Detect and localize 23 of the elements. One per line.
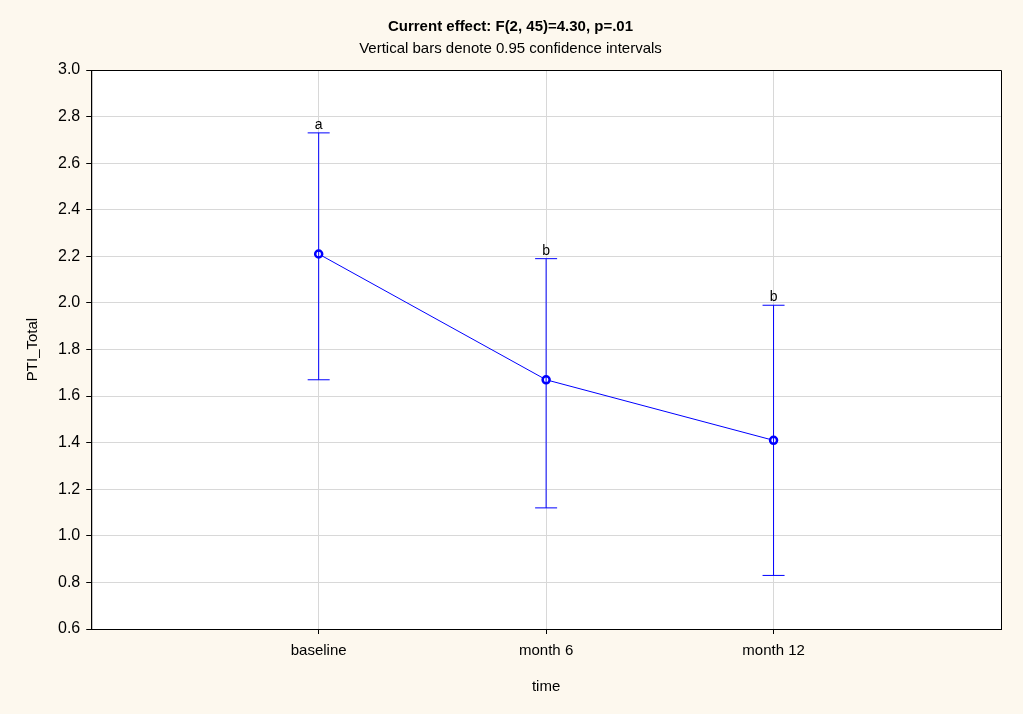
- annotation: b: [769, 288, 778, 305]
- y-tick-label: 0.6: [57, 619, 81, 637]
- y-tick-label: 2.8: [57, 106, 81, 124]
- y-tick-label: 2.4: [57, 200, 81, 218]
- y-tick-label: 1.8: [57, 339, 81, 357]
- x-tick-label: month 12: [742, 641, 805, 659]
- x-axis-title: time: [531, 677, 561, 695]
- annotation: b: [542, 241, 551, 258]
- y-tick-label: 1.0: [57, 526, 81, 544]
- y-tick-label: 2.6: [57, 153, 81, 171]
- y-tick-label: 2.0: [57, 293, 81, 311]
- chart-title: Current effect: F(2, 45)=4.30, p=.01: [387, 17, 634, 35]
- y-axis-title: PTI_Total: [23, 317, 41, 382]
- x-tick-label: month 6: [519, 641, 574, 659]
- y-tick-label: 1.6: [57, 386, 81, 404]
- y-tick-label: 0.8: [57, 572, 81, 590]
- annotation: a: [314, 115, 323, 132]
- y-tick-label: 3.0: [57, 60, 81, 78]
- x-tick-label: baseline: [290, 641, 347, 659]
- y-tick-label: 1.2: [57, 479, 81, 497]
- chart-subtitle: Vertical bars denote 0.95 confidence intervals: [359, 39, 662, 57]
- y-tick-label: 2.2: [57, 246, 81, 264]
- y-tick-label: 1.4: [57, 433, 81, 451]
